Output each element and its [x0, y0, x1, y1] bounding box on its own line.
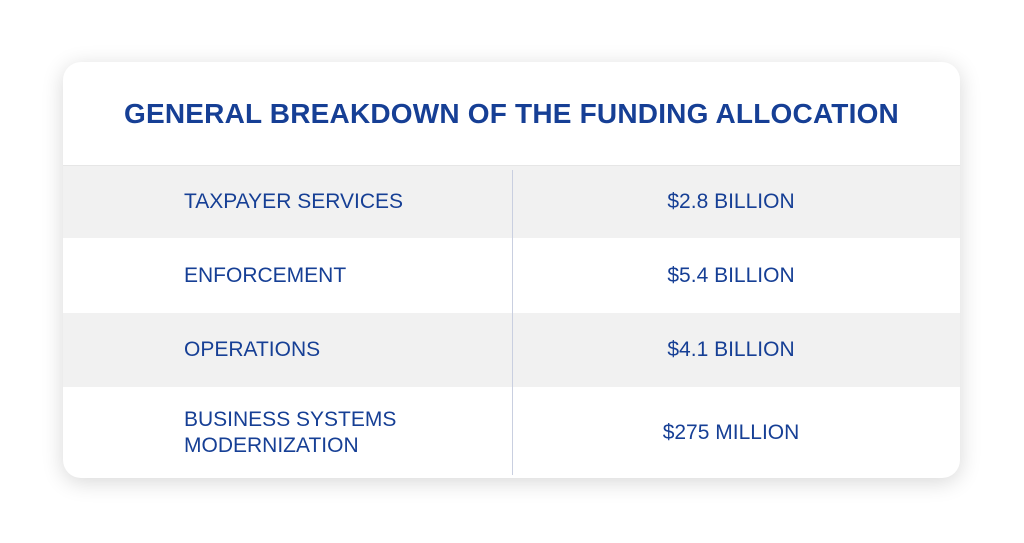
funding-table-card: GENERAL BREAKDOWN OF THE FUNDING ALLOCAT… [63, 62, 960, 478]
table-title: GENERAL BREAKDOWN OF THE FUNDING ALLOCAT… [124, 97, 899, 129]
table-row: ENFORCEMENT $5.4 BILLION [63, 238, 960, 313]
category-cell: OPERATIONS [184, 338, 321, 361]
amount-cell: $275 MILLION [662, 421, 800, 444]
title-bar: GENERAL BREAKDOWN OF THE FUNDING ALLOCAT… [63, 62, 960, 166]
amount-cell: $5.4 BILLION [667, 263, 795, 287]
category-cell: ENFORCEMENT [184, 263, 347, 287]
table-row: OPERATIONS $4.1 BILLION [63, 313, 960, 387]
category-line: MODERNIZATION [184, 434, 359, 457]
table-row: BUSINESS SYSTEMS MODERNIZATION $275 MILL… [63, 387, 960, 478]
column-divider [512, 170, 513, 475]
funding-table: TAXPAYER SERVICES $2.8 BILLION ENFORCEME… [63, 166, 960, 478]
amount-cell: $4.1 BILLION [667, 338, 795, 361]
category-line: BUSINESS SYSTEMS [184, 408, 397, 431]
category-cell: TAXPAYER SERVICES [184, 190, 404, 213]
table-row: TAXPAYER SERVICES $2.8 BILLION [63, 166, 960, 238]
amount-cell: $2.8 BILLION [667, 190, 795, 213]
category-cell: BUSINESS SYSTEMS MODERNIZATION [63, 407, 512, 459]
